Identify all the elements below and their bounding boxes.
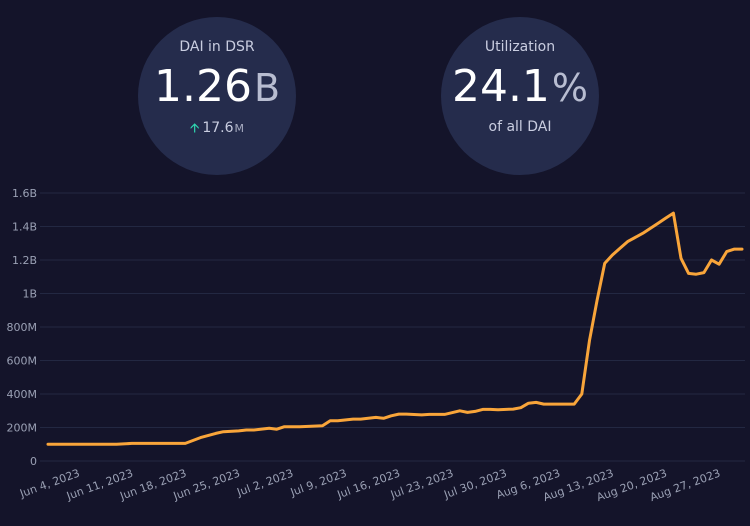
arrow-up-icon: 🡩 [189, 121, 200, 136]
utilization-label: Utilization [484, 39, 556, 55]
utilization-unit: % [551, 66, 589, 110]
y-tick-label: 1.2B [12, 254, 37, 267]
utilization-subtext: of all DAI [488, 119, 552, 135]
y-tick-label: 0 [30, 455, 37, 468]
dai-in-dsr-value: 1.26 [153, 61, 252, 112]
y-tick-label: 1B [22, 288, 37, 301]
y-tick-label: 400M [7, 388, 38, 401]
y-tick-label: 600M [7, 355, 38, 368]
utilization-value-row: 24.1% [441, 61, 599, 114]
y-tick-label: 1.6B [12, 187, 37, 200]
y-axis-ticks: 0 200M 400M 600M 800M 1B 1.2B 1.4B 1.6B [7, 187, 38, 468]
y-tick-label: 800M [7, 321, 38, 334]
utilization-stat: Utilization 24.1% of all DAI [441, 17, 599, 175]
utilization-value: 24.1 [451, 61, 550, 112]
y-tick-label: 1.4B [12, 221, 37, 234]
y-tick-label: 200M [7, 422, 38, 435]
dai-in-dsr-stat: DAI in DSR 1.26B 🡩 17.6M [138, 17, 296, 175]
x-tick-label: Jul 2, 2023 [234, 467, 295, 500]
dai-in-dsr-label: DAI in DSR [179, 39, 255, 55]
dai-in-dsr-value-row: 1.26B [138, 61, 296, 114]
dai-in-dsr-change-unit: M [234, 122, 245, 135]
dai-in-dsr-change: 🡩 17.6M [138, 119, 296, 141]
dai-in-dsr-unit: B [253, 66, 281, 110]
chart-grid [40, 192, 745, 462]
dai-in-dsr-change-value: 17.6 [202, 120, 234, 136]
dai-in-dsr-series-line [46, 211, 744, 446]
